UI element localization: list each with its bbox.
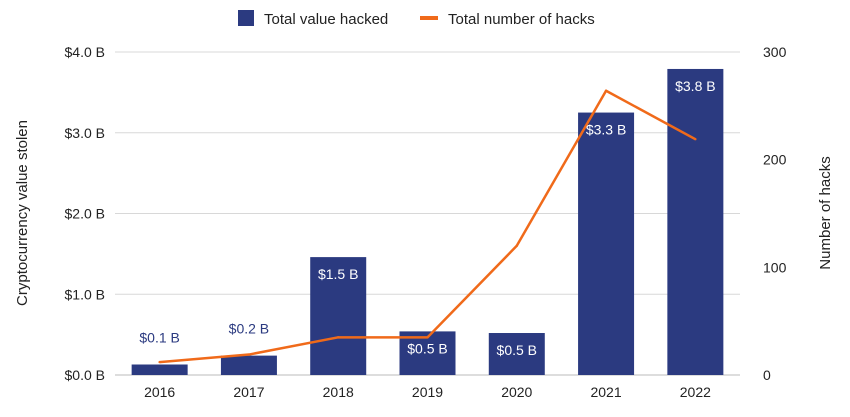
bar [488,333,545,375]
y-tick-label-right: 100 [763,259,787,275]
y-tick-label-left: $3.0 B [65,125,105,141]
bar-value-label: $0.5 B [407,340,447,356]
line-point [604,89,608,92]
legend-label-value: Total value hacked [264,11,388,28]
x-tick-label: 2021 [590,384,621,400]
bar-labels: $0.1 B $0.2 B $1.5 B $0.5 B $0.5 B $3.3 B $3.8… [139,78,715,358]
line-point [337,336,340,339]
y-tick-label-right: 300 [763,44,787,60]
legend-swatch-value [238,10,254,26]
bar [399,331,456,375]
line-series [158,89,697,364]
bar [310,257,367,375]
bar-value-label: $0.1 B [139,330,179,346]
y-tick-label-right: 0 [763,367,771,383]
bar [131,364,188,375]
x-tick-label: 2017 [233,384,264,400]
line-point [158,360,161,364]
gridlines [115,51,740,376]
y-axis-title-right: Number of hacks [817,156,834,269]
x-tick-label: 2019 [412,384,443,400]
bar-value-label: $3.3 B [586,122,626,138]
line-point [694,138,697,141]
bar-value-label: $3.8 B [675,78,715,94]
legend-label-count: Total number of hacks [448,11,595,28]
bar-value-label: $1.5 B [318,266,358,282]
x-tick-label: 2018 [323,384,354,400]
y-axis-title-left: Cryptocurrency value stolen [14,120,31,306]
y-tick-label-left: $4.0 B [65,44,105,60]
y-tick-label-left: $1.0 B [65,286,105,302]
bar [578,112,635,375]
x-tick-label: 2016 [144,384,175,400]
tick-labels: $0.0 B $1.0 B $2.0 B $3.0 B $4.0 B 0 100 200 300… [65,44,787,400]
line-point [515,244,518,247]
bar [220,355,277,375]
x-tick-label: 2020 [501,384,532,400]
y-tick-label-left: $2.0 B [65,206,105,222]
y-tick-label-right: 200 [763,152,787,168]
legend: Total value hacked Total number of hacks [238,10,595,28]
bar-value-label: $0.2 B [229,321,269,337]
bar-value-label: $0.5 B [497,342,537,358]
x-tick-label: 2022 [680,384,711,400]
line-point [426,336,429,339]
bars [131,68,724,376]
bar [667,68,724,376]
line-point [247,353,251,356]
y-tick-label-left: $0.0 B [65,367,105,383]
